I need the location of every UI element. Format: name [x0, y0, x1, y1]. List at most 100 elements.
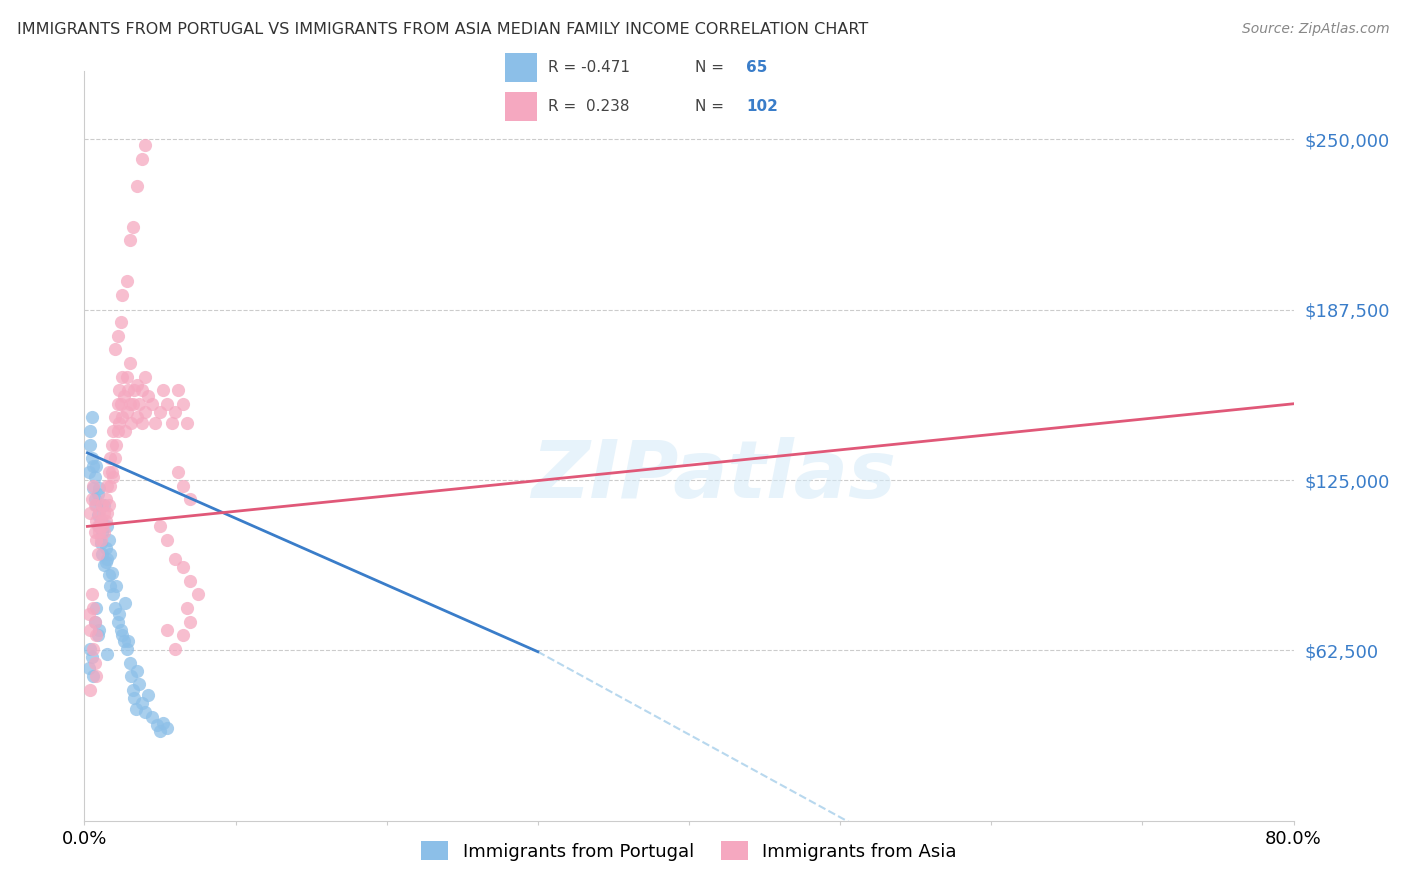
- Point: [84, 470, 107, 484]
- Point: [94, 541, 117, 556]
- Point: [100, 465, 122, 479]
- Point: [118, 656, 141, 670]
- Point: [176, 416, 198, 430]
- Point: [115, 369, 138, 384]
- Point: [136, 388, 159, 402]
- Point: [156, 533, 179, 547]
- Point: [167, 465, 190, 479]
- Point: [82, 459, 104, 474]
- Point: [115, 642, 138, 657]
- Point: [114, 424, 136, 438]
- Point: [79, 424, 101, 438]
- Point: [105, 579, 128, 593]
- Point: [96, 552, 118, 566]
- Point: [80, 650, 103, 665]
- Point: [134, 137, 156, 152]
- Point: [172, 560, 194, 574]
- Point: [146, 718, 169, 732]
- Point: [89, 506, 111, 520]
- Point: [134, 405, 156, 419]
- Point: [112, 388, 135, 402]
- Text: N =: N =: [695, 99, 724, 114]
- Point: [89, 623, 111, 637]
- Point: [84, 492, 107, 507]
- Point: [104, 601, 127, 615]
- Point: [97, 498, 120, 512]
- Point: [82, 478, 104, 492]
- Point: [118, 356, 141, 370]
- Point: [80, 410, 103, 425]
- Point: [97, 568, 120, 582]
- Point: [94, 555, 117, 569]
- Point: [96, 648, 118, 662]
- Point: [108, 607, 131, 621]
- Text: Source: ZipAtlas.com: Source: ZipAtlas.com: [1241, 22, 1389, 37]
- Point: [131, 416, 153, 430]
- Point: [107, 397, 129, 411]
- Point: [120, 669, 142, 683]
- Point: [128, 677, 150, 691]
- Point: [86, 601, 108, 615]
- Point: [125, 702, 148, 716]
- Point: [100, 566, 122, 580]
- Point: [104, 410, 127, 425]
- Point: [108, 383, 131, 397]
- Point: [117, 633, 139, 648]
- Point: [90, 514, 112, 528]
- Point: [84, 615, 107, 629]
- Point: [172, 397, 194, 411]
- Point: [107, 424, 129, 438]
- Point: [84, 524, 107, 539]
- Point: [179, 492, 201, 507]
- Point: [87, 547, 110, 561]
- Point: [77, 607, 100, 621]
- Point: [127, 410, 149, 425]
- Point: [107, 328, 129, 343]
- Point: [149, 405, 172, 419]
- Point: [77, 465, 100, 479]
- Point: [87, 519, 110, 533]
- Point: [110, 397, 132, 411]
- Point: [82, 642, 104, 657]
- Point: [141, 710, 163, 724]
- Point: [110, 315, 132, 329]
- Point: [82, 601, 104, 615]
- Point: [97, 533, 120, 547]
- Point: [167, 383, 190, 397]
- Point: [127, 377, 149, 392]
- Point: [80, 492, 103, 507]
- Text: R = -0.471: R = -0.471: [548, 60, 630, 75]
- Text: IMMIGRANTS FROM PORTUGAL VS IMMIGRANTS FROM ASIA MEDIAN FAMILY INCOME CORRELATIO: IMMIGRANTS FROM PORTUGAL VS IMMIGRANTS F…: [17, 22, 868, 37]
- Point: [100, 437, 122, 451]
- Point: [82, 669, 104, 683]
- Point: [152, 715, 174, 730]
- Point: [93, 506, 115, 520]
- Text: N =: N =: [695, 60, 724, 75]
- Point: [111, 628, 134, 642]
- Point: [86, 533, 108, 547]
- Point: [94, 514, 117, 528]
- Point: [79, 506, 101, 520]
- Point: [101, 424, 124, 438]
- Point: [82, 481, 104, 495]
- Point: [131, 383, 153, 397]
- Text: R =  0.238: R = 0.238: [548, 99, 630, 114]
- Legend: Immigrants from Portugal, Immigrants from Asia: Immigrants from Portugal, Immigrants fro…: [413, 834, 965, 868]
- Point: [79, 642, 101, 657]
- Point: [121, 219, 143, 234]
- Point: [98, 478, 121, 492]
- Point: [91, 547, 114, 561]
- Point: [93, 498, 115, 512]
- Point: [94, 492, 117, 507]
- Point: [84, 656, 107, 670]
- Point: [90, 535, 112, 549]
- Point: [97, 465, 120, 479]
- Text: 65: 65: [745, 60, 768, 75]
- Point: [91, 498, 114, 512]
- Point: [187, 587, 209, 601]
- Point: [110, 623, 132, 637]
- Point: [87, 508, 110, 523]
- Point: [114, 596, 136, 610]
- Point: [121, 397, 143, 411]
- Point: [91, 524, 114, 539]
